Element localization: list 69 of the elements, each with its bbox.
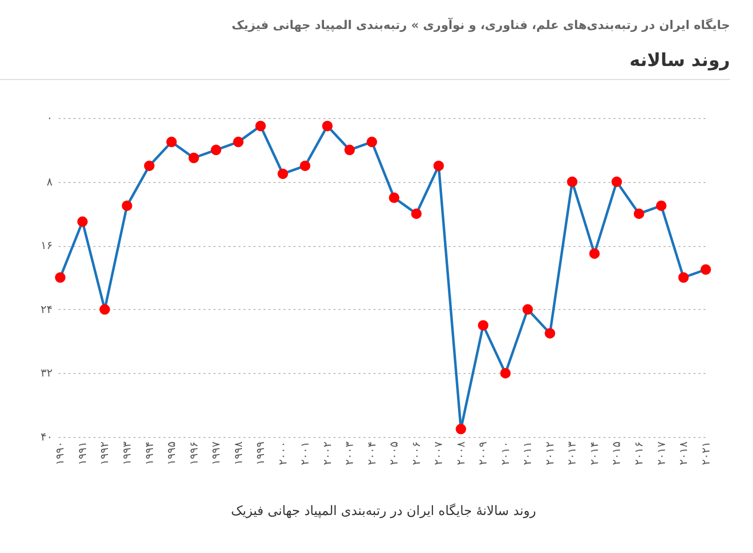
x-tick-label: ۱۹۹۷ (210, 441, 223, 466)
point (566, 176, 578, 188)
point (233, 136, 244, 148)
point (500, 368, 511, 378)
point (54, 272, 66, 283)
point (611, 176, 622, 188)
x-tick-label: ۲۰۱۲ (543, 441, 556, 466)
point (188, 152, 200, 164)
x-tick-label: ۱۹۹۰ (54, 442, 67, 466)
x-tick-label: ۲۰۱۳ (566, 441, 579, 466)
point (166, 136, 177, 148)
x-tick-label: ۲۰۰۶ (410, 442, 423, 466)
point (77, 216, 88, 227)
point (255, 120, 266, 132)
y-tick-label: ۰ (46, 112, 52, 124)
point (100, 304, 110, 315)
point (544, 328, 556, 339)
x-tick-label: ۱۹۹۳ (120, 441, 134, 466)
x-tick-label: ۱۹۹۲ (98, 441, 112, 466)
point (210, 144, 222, 156)
text: جایگاه ایران در رتبه‌بندی‌های علم، فناوری، و نوآوری » رتبه‌بندی المپیاد جهانی فیزیک (230, 16, 730, 32)
x-tick-label: ۲۰۰۷ (432, 441, 446, 466)
point (678, 272, 689, 283)
x-tick-label: ۲۰۱۸ (677, 441, 690, 466)
point (433, 160, 444, 172)
point (322, 120, 333, 132)
point (656, 200, 666, 211)
point (278, 168, 288, 180)
y-tick-label: ۲۴ (40, 302, 53, 316)
y-tick-label: ۱۶ (40, 239, 52, 252)
x-axis-title: روند سالانهٔ جایگاه ایران در رتبه‌بندی المپیاد جهانی فیزیک (230, 503, 536, 520)
point (522, 304, 533, 315)
chart-title: روند سالانه (0, 50, 730, 80)
y-tick-label: ۴۰ (40, 430, 52, 444)
point (589, 248, 600, 259)
point (344, 144, 355, 156)
x-tick-label: ۱۹۹۵ (165, 441, 178, 466)
point (478, 320, 488, 331)
x-tick-label: ۱۹۹۹ (254, 441, 268, 466)
point (411, 208, 422, 219)
x-tick-label: ۲۰۰۹ (476, 441, 490, 466)
x-tick-label: ۲۰۱۰ (498, 442, 512, 466)
x-tick-label: ۲۰۰۵ (388, 441, 401, 466)
point (300, 160, 310, 172)
point (144, 160, 155, 172)
x-tick-label: ۲۰۱۷ (654, 441, 668, 466)
point (388, 192, 400, 203)
x-tick-label: ۲۰۰۴ (365, 441, 378, 466)
y-tick-label: ۳۲ (40, 366, 53, 380)
x-tick-label: ۱۹۹۶ (187, 442, 200, 466)
x-tick-label: ۲۰۱۴ (588, 441, 601, 466)
point (122, 200, 132, 211)
point (700, 264, 712, 275)
x-tick-label: ۱۹۹۱ (76, 442, 89, 466)
x-tick-label: ۲۰۱۵ (610, 441, 624, 466)
x-tick-label: ۱۹۹۴ (142, 441, 156, 466)
x-tick-label: ۲۰۱۶ (632, 442, 646, 466)
x-tick-label: ۲۰۰۸ (454, 441, 468, 466)
x-tick-label: ۲۰۰۱ (298, 442, 312, 466)
x-tick-label: ۲۰۱۱ (521, 442, 534, 466)
x-tick-label: ۲۰۰۳ (343, 441, 356, 466)
point (634, 208, 644, 219)
y-tick-label: ۸ (46, 175, 53, 188)
x-tick-label: ۲۰۰۲ (320, 441, 334, 466)
x-tick-label: ۲۰۲۱ (699, 442, 712, 466)
x-tick-label: ۲۰۰۰ (276, 442, 290, 466)
point (366, 136, 378, 148)
point (456, 424, 466, 434)
x-tick-label: ۱۹۹۸ (232, 441, 245, 466)
